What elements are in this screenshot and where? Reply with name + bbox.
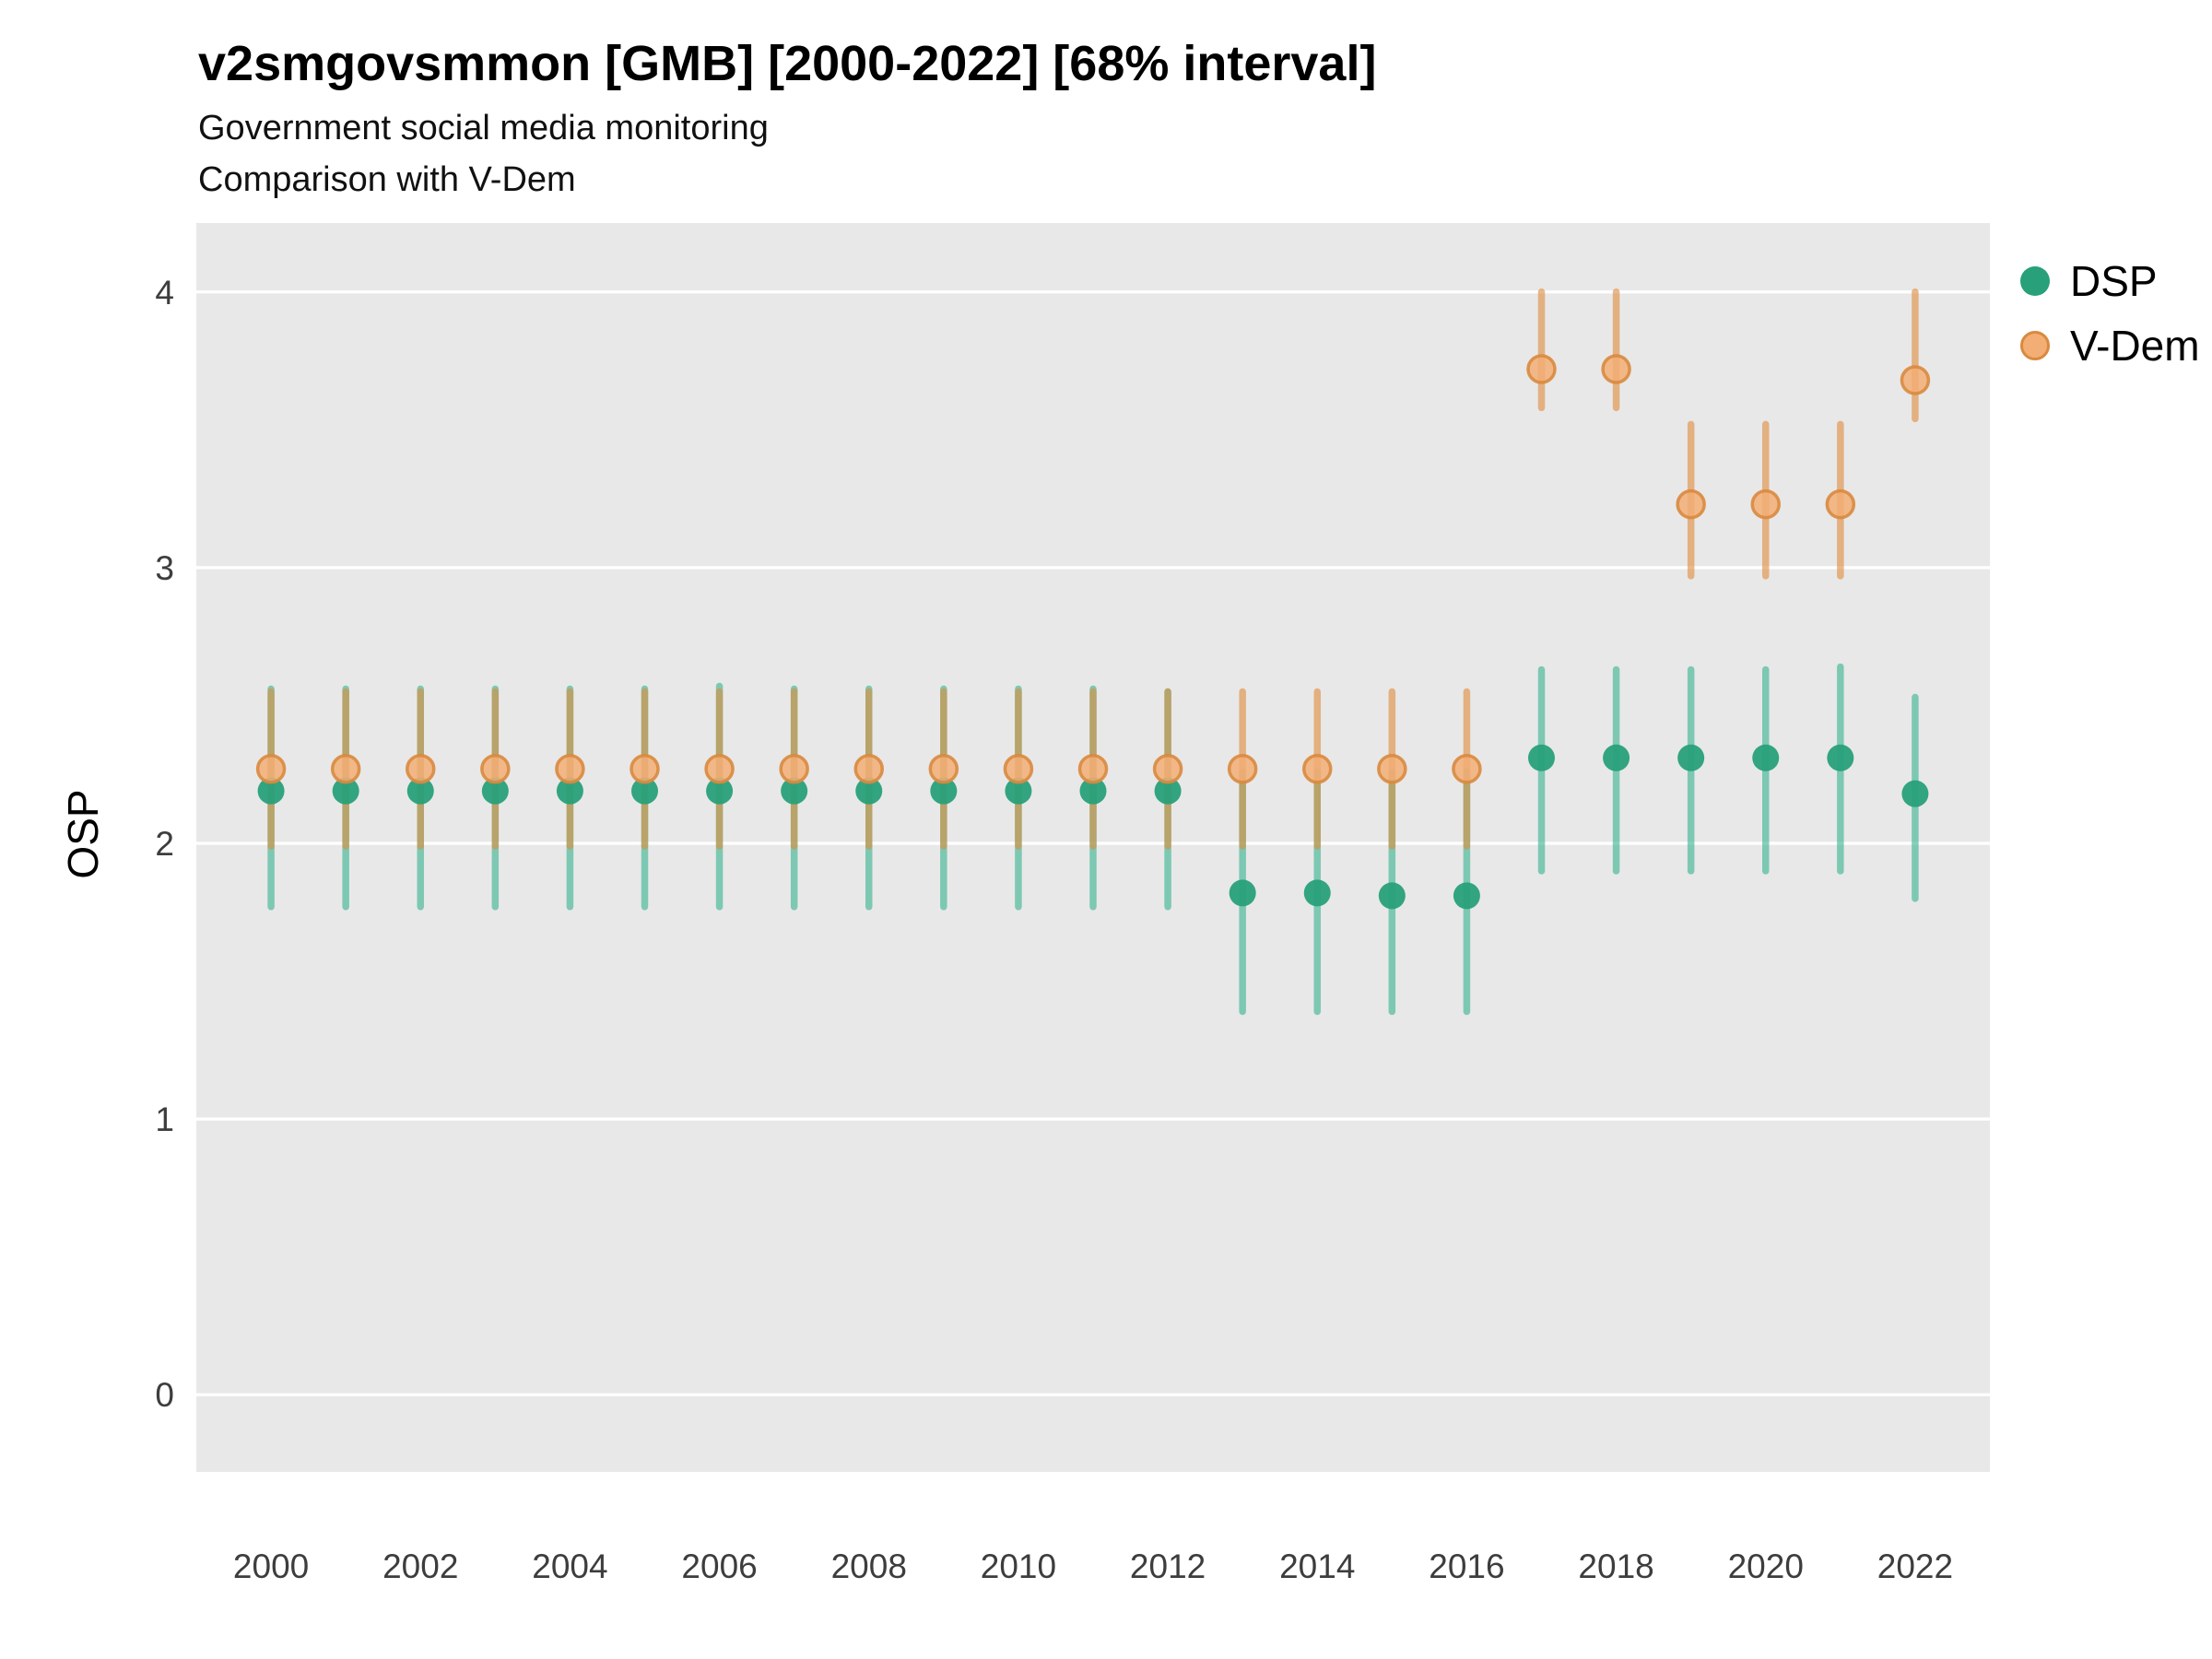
vdem-point-2021 bbox=[1825, 488, 1856, 520]
dsp-point-2013 bbox=[1229, 879, 1256, 907]
x-tick-label-2002: 2002 bbox=[382, 1547, 458, 1585]
dsp-point-2020 bbox=[1752, 744, 1780, 771]
y-tick-label-1: 1 bbox=[155, 1100, 174, 1138]
vdem-point-2016 bbox=[1452, 754, 1482, 784]
dsp-point-2008 bbox=[855, 777, 883, 805]
x-tick-label-2008: 2008 bbox=[831, 1547, 907, 1585]
vdem-point-2012 bbox=[1152, 754, 1183, 784]
vdem-point-2003 bbox=[480, 754, 511, 784]
vdem-point-2001 bbox=[330, 754, 361, 784]
dsp-point-2005 bbox=[631, 777, 658, 805]
vdem-point-2020 bbox=[1750, 488, 1781, 520]
vdem-point-2006 bbox=[704, 754, 735, 784]
dsp-point-2010 bbox=[1005, 777, 1032, 805]
chart-subtitle-line1: Government social media monitoring bbox=[198, 109, 769, 147]
chart-subtitle-line2: Comparison with V-Dem bbox=[198, 160, 576, 199]
dsp-point-2004 bbox=[556, 777, 583, 805]
dsp-point-2007 bbox=[781, 777, 808, 805]
dsp-point-2019 bbox=[1677, 744, 1705, 771]
vdem-point-2010 bbox=[1003, 754, 1034, 784]
x-tick-label-2016: 2016 bbox=[1429, 1547, 1504, 1585]
y-tick-label-4: 4 bbox=[155, 274, 174, 312]
dsp-point-2022 bbox=[1901, 780, 1929, 807]
dsp-point-2002 bbox=[406, 777, 434, 805]
dsp-point-2009 bbox=[930, 777, 958, 805]
legend: DSP V-Dem bbox=[2020, 256, 2200, 371]
dsp-point-2021 bbox=[1827, 744, 1854, 771]
x-tick-label-2006: 2006 bbox=[681, 1547, 757, 1585]
vdem-legend-marker-icon bbox=[2020, 331, 2050, 360]
x-tick-label-2000: 2000 bbox=[233, 1547, 309, 1585]
vdem-point-2000 bbox=[255, 754, 287, 784]
y-tick-label-0: 0 bbox=[155, 1376, 174, 1414]
dsp-point-2006 bbox=[706, 777, 734, 805]
legend-label-vdem: V-Dem bbox=[2070, 322, 2200, 370]
vdem-point-2015 bbox=[1377, 754, 1407, 784]
vdem-point-2005 bbox=[629, 754, 660, 784]
vdem-point-2018 bbox=[1601, 354, 1631, 384]
dsp-point-2000 bbox=[257, 777, 285, 805]
x-tick-label-2012: 2012 bbox=[1130, 1547, 1206, 1585]
y-tick-label-3: 3 bbox=[155, 549, 174, 587]
chart-title: v2smgovsmmon [GMB] [2000-2022] [68% inte… bbox=[198, 36, 1377, 91]
legend-label-dsp: DSP bbox=[2070, 257, 2158, 305]
dsp-point-2001 bbox=[332, 777, 359, 805]
dsp-point-2017 bbox=[1528, 744, 1555, 771]
x-tick-label-2020: 2020 bbox=[1728, 1547, 1804, 1585]
vdem-point-2019 bbox=[1676, 488, 1706, 520]
x-tick-label-2010: 2010 bbox=[981, 1547, 1056, 1585]
dsp-point-2015 bbox=[1378, 882, 1406, 910]
dsp-point-2016 bbox=[1453, 882, 1480, 910]
dsp-point-2003 bbox=[481, 777, 509, 805]
dsp-legend-marker-icon bbox=[2020, 266, 2050, 296]
vdem-point-2009 bbox=[928, 754, 959, 784]
vdem-point-2007 bbox=[779, 754, 809, 784]
legend-item-dsp: DSP bbox=[2020, 256, 2200, 306]
x-tick-label-2014: 2014 bbox=[1279, 1547, 1355, 1585]
dsp-point-2012 bbox=[1154, 777, 1182, 805]
vdem-point-2017 bbox=[1526, 354, 1557, 384]
vdem-point-2002 bbox=[406, 754, 436, 784]
vdem-point-2022 bbox=[1900, 365, 1931, 395]
vdem-point-2013 bbox=[1227, 754, 1258, 784]
vdem-point-2008 bbox=[853, 754, 884, 784]
legend-item-vdem: V-Dem bbox=[2020, 321, 2200, 371]
y-tick-label-2: 2 bbox=[155, 825, 174, 863]
x-tick-label-2018: 2018 bbox=[1578, 1547, 1653, 1585]
vdem-point-2014 bbox=[1302, 754, 1333, 784]
dsp-point-2014 bbox=[1303, 879, 1331, 907]
x-tick-label-2022: 2022 bbox=[1877, 1547, 1953, 1585]
vdem-point-2004 bbox=[555, 754, 585, 784]
x-tick-label-2004: 2004 bbox=[532, 1547, 607, 1585]
vdem-point-2011 bbox=[1077, 754, 1109, 784]
dsp-point-2018 bbox=[1603, 744, 1630, 771]
dsp-point-2011 bbox=[1079, 777, 1107, 805]
